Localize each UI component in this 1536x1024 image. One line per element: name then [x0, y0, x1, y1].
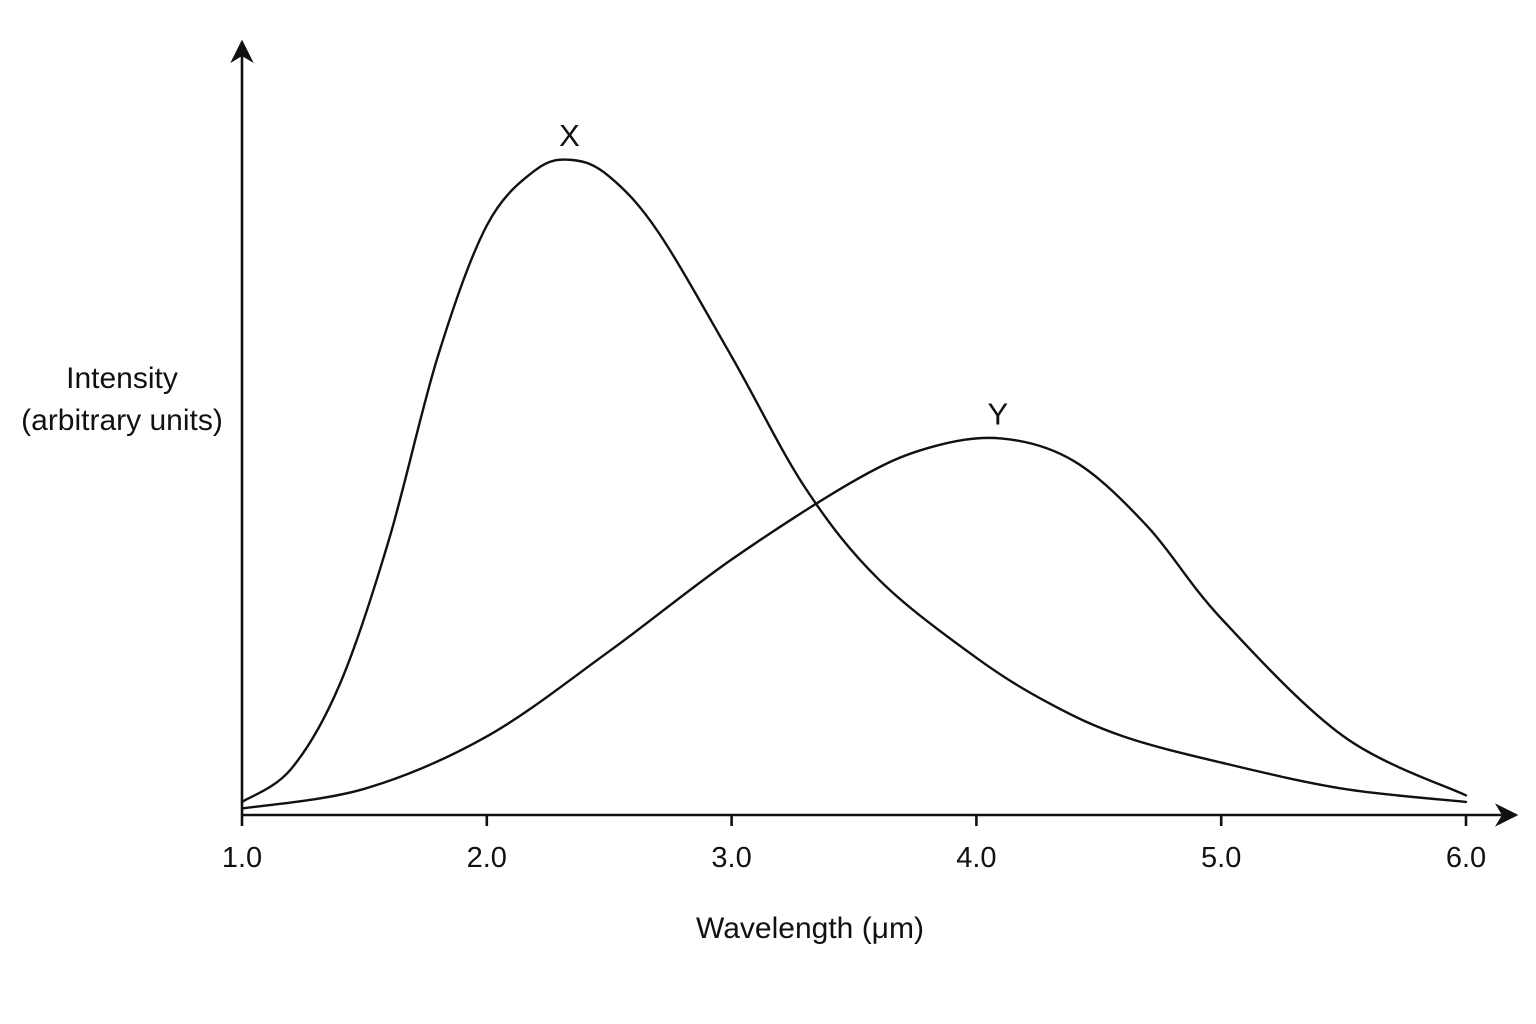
x-tick-label: 4.0: [956, 842, 996, 874]
y-axis-title-line-2: (arbitrary units): [21, 404, 223, 437]
y-axis-title-line-1: Intensity: [66, 362, 178, 395]
x-tick-label: 2.0: [467, 842, 507, 874]
x-tick-label: 5.0: [1201, 842, 1241, 874]
x-tick-group: 1.0 2.0 3.0 4.0 5.0 6.0: [222, 815, 1486, 874]
series-label-x: X: [559, 118, 580, 153]
x-tick-label: 3.0: [711, 842, 751, 874]
series-line-x: [240, 158, 1468, 804]
series-line-y: [240, 436, 1468, 810]
x-tick-label: 6.0: [1446, 842, 1486, 874]
series-label-y: Y: [988, 396, 1009, 431]
x-axis-title: Wavelength (μm): [696, 912, 924, 945]
x-tick-label: 1.0: [222, 842, 262, 874]
series-group: XY: [240, 118, 1468, 810]
